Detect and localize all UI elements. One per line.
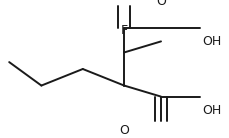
Text: OH: OH (202, 104, 221, 117)
Text: OH: OH (202, 35, 221, 48)
Text: O: O (119, 124, 128, 137)
Text: F: F (120, 24, 127, 37)
Text: O: O (155, 0, 165, 8)
